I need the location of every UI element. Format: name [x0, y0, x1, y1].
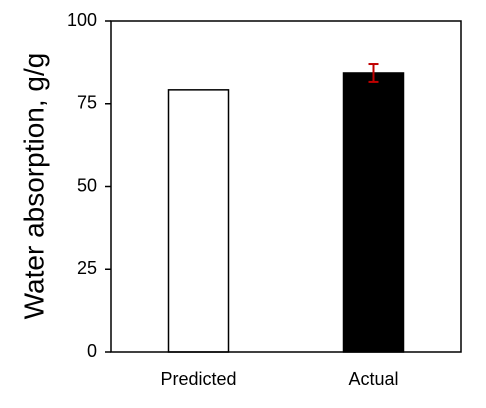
- x-tick-label: Predicted: [160, 369, 236, 389]
- y-tick-label: 75: [77, 93, 97, 113]
- bar: [167, 89, 230, 353]
- y-tick-label: 50: [77, 175, 97, 195]
- plot-frame: [110, 20, 462, 353]
- y-tick-label: 100: [67, 10, 97, 30]
- y-tick-label: 25: [77, 258, 97, 278]
- y-axis-label: Water absorption, g/g: [18, 53, 49, 320]
- x-tick-label: Actual: [348, 369, 398, 389]
- y-tick-label: 0: [87, 341, 97, 361]
- bar: [342, 72, 405, 353]
